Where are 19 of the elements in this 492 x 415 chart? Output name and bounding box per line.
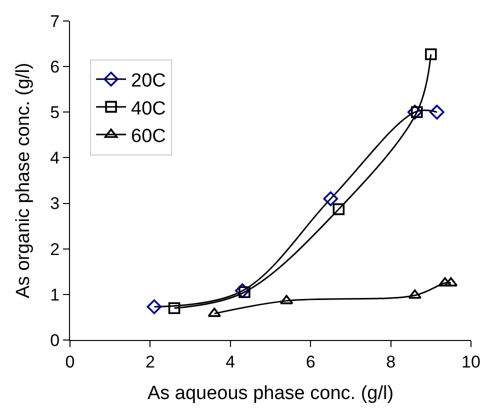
y-tick-label: 3 [50,194,60,214]
x-tick-label: 0 [65,352,75,372]
legend-label: 60C [131,126,166,147]
y-tick-label: 1 [50,285,60,304]
y-tick-label: 7 [50,12,60,31]
y-tick-label: 4 [50,148,60,168]
x-tick-label: 6 [306,352,316,372]
x-tick-label: 10 [462,352,480,372]
y-tick-label: 6 [50,58,60,77]
x-axis-title: As aqueous phase conc. (g/l) [147,383,394,404]
x-tick-label: 2 [145,352,155,372]
x-tick-label: 8 [386,352,396,372]
y-tick-label: 5 [50,103,60,122]
y-tick-label: 2 [50,240,60,259]
x-tick-label: 4 [226,352,236,372]
legend-label: 20C [131,70,166,92]
legend-label: 40C [131,98,166,120]
y-tick-label: 0 [50,330,60,350]
y-axis-title: As organic phase conc. (g/l) [12,62,34,298]
